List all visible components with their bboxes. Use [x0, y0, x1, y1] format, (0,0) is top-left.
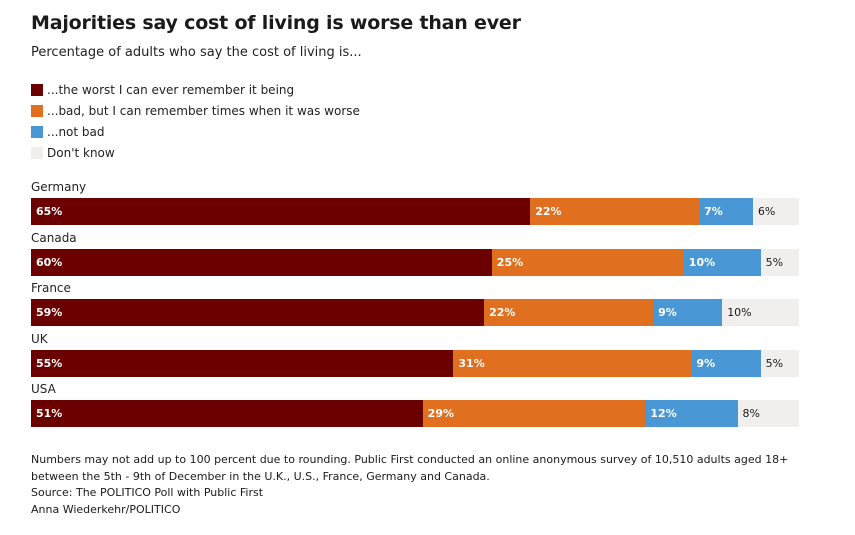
- legend-label-dont-know: Don't know: [47, 145, 115, 160]
- data-label-canada-bad: 25%: [496, 255, 524, 269]
- category-label-canada: Canada: [31, 230, 77, 245]
- data-label-usa-bad: 29%: [427, 407, 455, 420]
- data-label-uk-not-bad: 9%: [696, 356, 716, 370]
- legend-item-worst: ...the worst I can ever remember it bein…: [31, 79, 360, 100]
- legend-item-bad: ...bad, but I can remember times when it…: [31, 100, 360, 121]
- bar-uk-worst: [31, 349, 454, 377]
- legend-swatch-not-bad: [31, 125, 43, 138]
- data-label-usa-not-bad: 12%: [650, 407, 677, 420]
- chart-title: Majorities say cost of living is worse t…: [31, 12, 521, 34]
- bar-uk-not-bad: [691, 349, 761, 377]
- methodology-note: Numbers may not add up to 100 percent du…: [31, 453, 789, 483]
- data-label-usa-worst: 51%: [36, 407, 63, 420]
- bar-france-bad: [484, 299, 654, 326]
- bar-usa-dont-know: [737, 400, 799, 427]
- data-label-uk-dont-know: 5%: [765, 356, 784, 370]
- footnotes: Numbers may not add up to 100 percent du…: [31, 452, 811, 518]
- data-label-germany-dont-know: 6%: [757, 205, 776, 218]
- bar-canada-bad: [491, 248, 684, 276]
- bar-usa-bad: [422, 400, 646, 427]
- data-label-canada-dont-know: 5%: [765, 255, 784, 269]
- data-label-france-worst: 59%: [36, 306, 63, 319]
- legend-label-not-bad: ...not bad: [47, 124, 105, 139]
- chart-subtitle: Percentage of adults who say the cost of…: [31, 45, 362, 60]
- legend-item-dont-know: Don't know: [31, 142, 360, 163]
- category-label-usa: USA: [31, 382, 56, 396]
- data-label-canada-worst: 60%: [36, 255, 63, 269]
- legend-swatch-worst: [31, 83, 43, 96]
- bar-usa-not-bad: [645, 400, 738, 427]
- bar-france-dont-know: [722, 299, 799, 326]
- bar-germany-worst: [31, 198, 531, 225]
- bar-germany-dont-know: [752, 198, 799, 225]
- data-label-germany-not-bad: 7%: [704, 205, 723, 218]
- bar-germany-bad: [530, 198, 700, 225]
- data-label-france-not-bad: 9%: [658, 306, 677, 319]
- data-label-france-dont-know: 10%: [727, 306, 752, 319]
- bar-usa-worst: [31, 400, 423, 427]
- data-label-usa-dont-know: 8%: [742, 407, 760, 420]
- legend: ...the worst I can ever remember it bein…: [31, 79, 360, 163]
- category-label-uk: UK: [31, 331, 48, 346]
- source-note: Source: The POLITICO Poll with Public Fi…: [31, 486, 264, 499]
- bar-canada-not-bad: [683, 248, 761, 276]
- bar-france-worst: [31, 299, 485, 326]
- legend-label-bad: ...bad, but I can remember times when it…: [47, 103, 360, 118]
- credit-note: Anna Wiederkehr/POLITICO: [31, 502, 181, 516]
- bar-france-not-bad: [653, 299, 723, 326]
- data-label-germany-bad: 22%: [535, 205, 562, 218]
- data-label-uk-worst: 55%: [36, 356, 63, 370]
- data-label-uk-bad: 31%: [458, 356, 485, 370]
- data-label-canada-not-bad: 10%: [688, 255, 716, 269]
- bar-canada-worst: [31, 248, 492, 276]
- legend-label-worst: ...the worst I can ever remember it bein…: [47, 82, 295, 97]
- legend-item-not-bad: ...not bad: [31, 121, 360, 142]
- legend-swatch-bad: [31, 104, 43, 117]
- data-label-france-bad: 22%: [489, 306, 516, 319]
- legend-swatch-dont-know: [31, 146, 43, 159]
- category-label-france: France: [31, 281, 71, 295]
- category-label-germany: Germany: [31, 180, 87, 194]
- data-label-germany-worst: 65%: [36, 205, 63, 218]
- bar-uk-dont-know: [760, 349, 799, 377]
- bar-canada-dont-know: [760, 248, 799, 276]
- bar-germany-not-bad: [699, 198, 753, 225]
- bar-uk-bad: [453, 349, 692, 377]
